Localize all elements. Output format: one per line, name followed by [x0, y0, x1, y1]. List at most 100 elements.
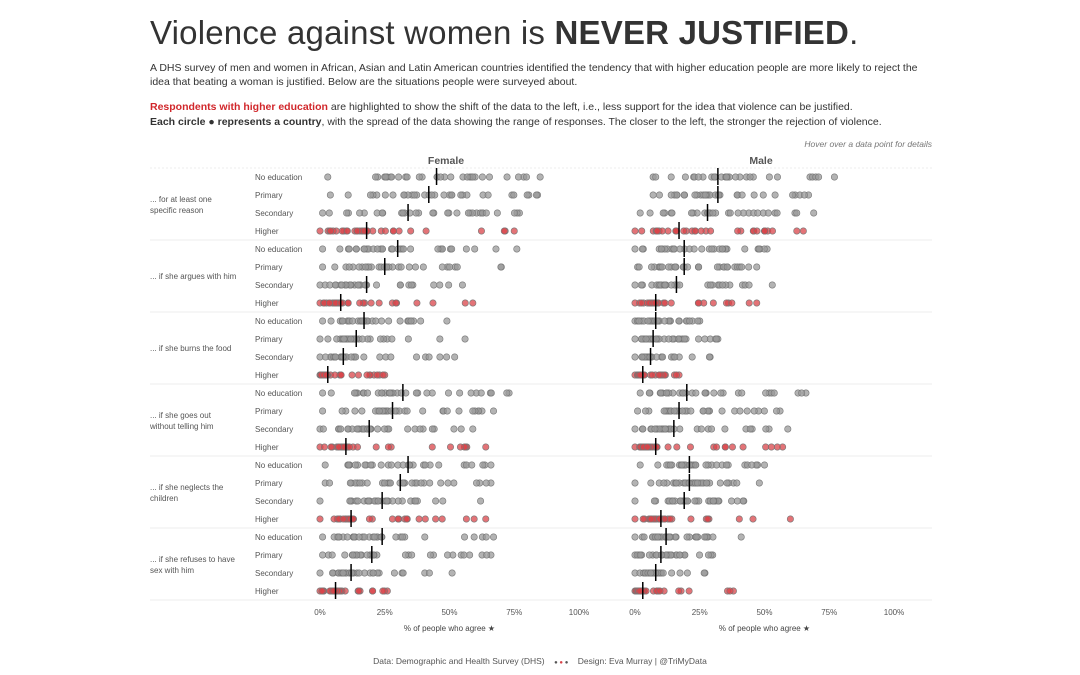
strip-chart[interactable]: Female Male ... for at least one specific r…: [0, 0, 1080, 650]
education-label: Higher: [255, 443, 279, 452]
data-point: [786, 515, 794, 523]
data-point: [453, 209, 461, 217]
data-point: [327, 227, 335, 235]
data-point: [399, 245, 407, 253]
data-point: [760, 461, 768, 469]
data-point: [707, 227, 715, 235]
education-label: Higher: [255, 371, 279, 380]
data-point: [661, 317, 669, 325]
data-point: [333, 335, 341, 343]
data-point: [726, 209, 734, 217]
data-point: [403, 407, 411, 415]
data-point: [331, 263, 339, 271]
data-point: [319, 263, 327, 271]
data-point: [429, 209, 437, 217]
data-point: [631, 335, 639, 343]
data-point: [746, 173, 754, 181]
data-point: [678, 461, 686, 469]
data-point: [397, 263, 405, 271]
data-point: [346, 497, 354, 505]
data-point: [350, 389, 358, 397]
data-point: [668, 569, 676, 577]
data-point: [649, 191, 657, 199]
x-tick-label: 50%: [441, 608, 457, 617]
data-point: [405, 461, 413, 469]
data-point: [369, 569, 377, 577]
x-tick-label: 75%: [506, 608, 522, 617]
data-point: [522, 173, 530, 181]
data-point: [319, 209, 327, 217]
data-point: [710, 389, 718, 397]
data-point: [665, 335, 673, 343]
data-point: [438, 515, 446, 523]
data-point: [483, 551, 491, 559]
data-point: [444, 551, 452, 559]
data-point: [510, 209, 518, 217]
circle-note: Each circle ● represents a country, with…: [150, 116, 882, 128]
data-point: [319, 533, 327, 541]
data-point: [379, 587, 387, 595]
data-point: [448, 569, 456, 577]
data-point: [680, 191, 688, 199]
data-point: [666, 461, 674, 469]
data-point: [713, 263, 721, 271]
data-point: [400, 191, 408, 199]
data-point: [773, 443, 781, 451]
data-point: [473, 479, 481, 487]
data-point: [326, 191, 334, 199]
highlight-note: Respondents with higher education are hi…: [150, 101, 853, 113]
data-point: [673, 443, 681, 451]
data-point: [722, 461, 730, 469]
data-point: [684, 497, 692, 505]
data-point: [385, 317, 393, 325]
data-point: [661, 281, 669, 289]
data-point: [698, 245, 706, 253]
data-point: [762, 443, 770, 451]
data-point: [338, 281, 346, 289]
data-point: [653, 317, 661, 325]
data-point: [536, 173, 544, 181]
data-point: [384, 443, 392, 451]
data-point: [468, 461, 476, 469]
data-point: [647, 569, 655, 577]
data-point: [341, 551, 349, 559]
data-point: [355, 533, 363, 541]
data-point: [344, 425, 352, 433]
data-point: [704, 515, 712, 523]
data-point: [380, 425, 388, 433]
data-point: [732, 173, 740, 181]
data-point: [694, 317, 702, 325]
data-point: [736, 407, 744, 415]
data-point: [734, 209, 742, 217]
data-point: [447, 173, 455, 181]
data-point: [390, 569, 398, 577]
data-point: [655, 191, 663, 199]
data-point: [362, 263, 370, 271]
data-point: [401, 551, 409, 559]
data-point: [728, 299, 736, 307]
data-point: [354, 497, 362, 505]
data-point: [728, 443, 736, 451]
data-point: [399, 209, 407, 217]
data-point: [404, 335, 412, 343]
data-point: [642, 335, 650, 343]
data-point: [358, 407, 366, 415]
situation-label: children: [150, 494, 178, 503]
data-point: [637, 299, 645, 307]
data-point: [360, 353, 368, 361]
data-point: [760, 407, 768, 415]
data-point: [642, 407, 650, 415]
x-axis-label: % of people who agree ★: [719, 624, 810, 633]
data-point: [369, 587, 377, 595]
data-point: [694, 299, 702, 307]
data-point: [665, 263, 673, 271]
data-point: [490, 407, 498, 415]
data-point: [636, 551, 644, 559]
x-tick-label: 25%: [692, 608, 708, 617]
x-axis-label: % of people who agree ★: [404, 624, 495, 633]
data-point: [761, 227, 769, 235]
data-point: [767, 443, 775, 451]
data-point: [728, 497, 736, 505]
data-point: [457, 425, 465, 433]
